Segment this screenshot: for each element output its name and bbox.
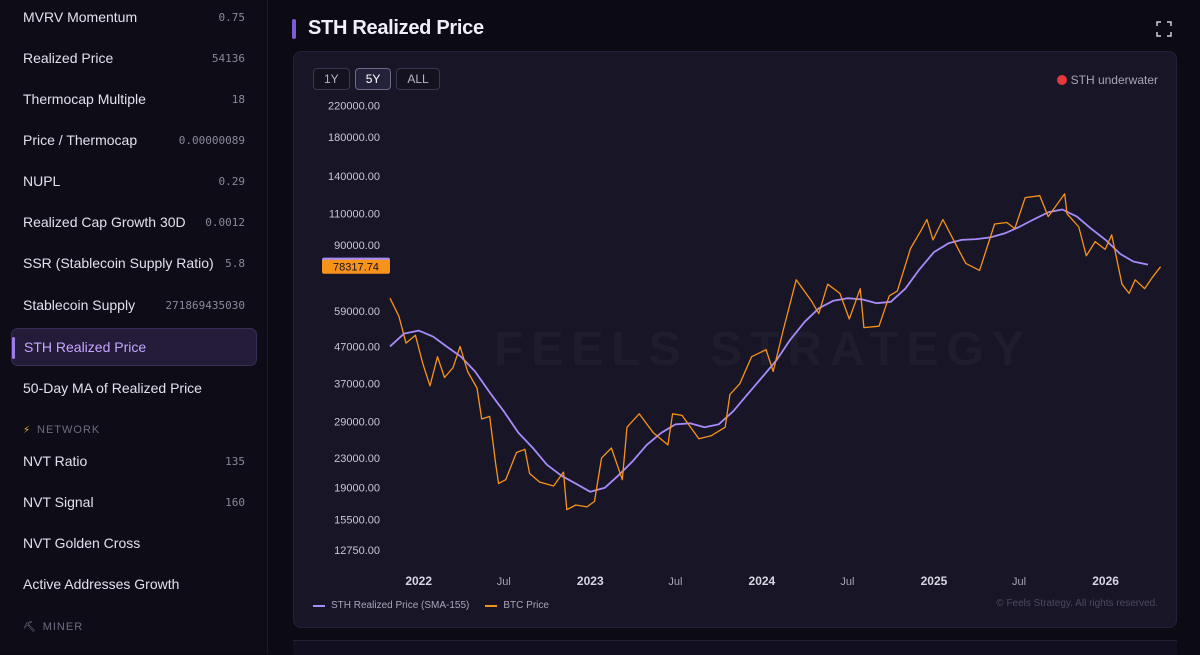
sidebar-item-nvt-golden-cross[interactable]: NVT Golden Cross xyxy=(11,524,257,562)
chart-card: FEELS STRATEGY 220000.00180000.00140000.… xyxy=(293,51,1177,628)
sidebar-item-price-thermocap[interactable]: Price / Thermocap 0.00000089 xyxy=(11,121,257,159)
copyright-text: © Feels Strategy. All rights reserved. xyxy=(996,598,1158,609)
y-tick-label: 47000.00 xyxy=(334,341,380,353)
status-badge: STH underwater xyxy=(1056,73,1158,87)
section-label: NETWORK xyxy=(37,424,101,436)
x-tick-label: Jul xyxy=(668,576,682,588)
sidebar-item-label: Stablecoin Supply xyxy=(23,297,136,313)
sidebar-item-value: 0.00000089 xyxy=(178,133,245,147)
x-tick-label: 2024 xyxy=(749,574,776,588)
last-value-tag xyxy=(322,259,390,274)
last-value-label: 78317.74 xyxy=(333,262,379,274)
expand-icon[interactable] xyxy=(1156,21,1172,37)
legend-swatch xyxy=(313,604,325,607)
sidebar-item-label: NUPL xyxy=(23,173,61,189)
x-tick-label: Jul xyxy=(1012,576,1026,588)
sidebar-item-value: 54136 xyxy=(211,51,245,65)
sidebar-item-label: Price / Thermocap xyxy=(23,132,138,148)
sidebar-item-label: Thermocap Multiple xyxy=(23,91,146,107)
sidebar-item-realized-cap-growth[interactable]: Realized Cap Growth 30D 0.0012 xyxy=(11,203,257,241)
y-tick-label: 90000.00 xyxy=(334,240,380,252)
sidebar-item-active-addresses-growth[interactable]: Active Addresses Growth xyxy=(11,565,257,603)
sidebar-item-label: Realized Price xyxy=(23,50,114,66)
section-miner: ⛏ MINER xyxy=(23,621,83,633)
x-tick-label: 2026 xyxy=(1092,574,1119,588)
sidebar-item-value: 0.29 xyxy=(218,174,246,188)
page-header: STH Realized Price xyxy=(292,17,1176,43)
x-tick-label: 2022 xyxy=(405,574,432,588)
chart-svg[interactable]: 220000.00 180000.00 140000.00 110000.00 9000… xyxy=(294,52,1178,629)
y-tick-label: 59000.00 xyxy=(334,306,380,318)
legend-label: STH Realized Price (SMA-155) xyxy=(331,600,470,611)
section-label: MINER xyxy=(42,621,84,633)
sidebar-item-value: 18 xyxy=(231,92,245,106)
sth-realized-price-line xyxy=(389,208,1149,493)
sidebar-item-50day-ma-realized-price[interactable]: 50-Day MA of Realized Price xyxy=(11,369,257,407)
y-tick-label: 19000.00 xyxy=(334,483,380,495)
y-tick-label: 140000.00 xyxy=(328,171,380,183)
y-tick-label: 37000.00 xyxy=(334,379,380,391)
sidebar-item-value: 160 xyxy=(225,495,245,509)
sidebar: MVRV Momentum 0.75 Realized Price 54136 … xyxy=(0,0,268,654)
sidebar-item-sth-realized-price[interactable]: STH Realized Price xyxy=(11,328,257,366)
sidebar-item-nvt-ratio[interactable]: NVT Ratio 135 xyxy=(11,442,257,480)
bottom-panel-edge xyxy=(293,640,1177,655)
chart-legend: STH Realized Price (SMA-155) BTC Price xyxy=(313,600,549,611)
range-tab-all[interactable]: ALL xyxy=(396,68,440,90)
sidebar-item-thermocap-multiple[interactable]: Thermocap Multiple 18 xyxy=(11,80,257,118)
sidebar-item-value: 271869435030 xyxy=(165,298,245,312)
y-tick-label: 12750.00 xyxy=(334,545,380,557)
y-tick-label: 220000.00 xyxy=(328,101,380,113)
x-tick-label: 2023 xyxy=(577,574,604,588)
sidebar-item-label: Realized Cap Growth 30D xyxy=(23,214,186,230)
page-title: STH Realized Price xyxy=(308,17,484,39)
sidebar-item-label: SSR (Stablecoin Supply Ratio) xyxy=(23,255,214,271)
legend-item-btc[interactable]: BTC Price xyxy=(485,600,549,611)
y-tick-label: 23000.00 xyxy=(334,453,380,465)
sidebar-item-label: 50-Day MA of Realized Price xyxy=(23,380,202,396)
section-network: ⚡ NETWORK xyxy=(23,424,100,436)
sidebar-item-value: 135 xyxy=(225,454,245,468)
x-tick-label: Jul xyxy=(497,576,511,588)
sidebar-item-mvrv-momentum[interactable]: MVRV Momentum 0.75 xyxy=(11,0,257,36)
btc-price-line xyxy=(389,193,1162,511)
sidebar-item-realized-price[interactable]: Realized Price 54136 xyxy=(11,39,257,77)
x-tick-label: 2025 xyxy=(921,574,948,588)
sidebar-item-stablecoin-supply[interactable]: Stablecoin Supply 271869435030 xyxy=(11,286,257,324)
pickaxe-icon: ⛏ xyxy=(23,621,37,633)
x-tick-label: Jul xyxy=(840,576,854,588)
sidebar-item-value: 0.75 xyxy=(218,10,246,24)
sidebar-item-label: Active Addresses Growth xyxy=(23,576,180,592)
legend-item-sth[interactable]: STH Realized Price (SMA-155) xyxy=(313,600,469,611)
y-tick-label: 110000.00 xyxy=(329,209,380,221)
legend-swatch xyxy=(485,604,498,607)
status-label: STH underwater xyxy=(1070,73,1158,87)
sidebar-item-nupl[interactable]: NUPL 0.29 xyxy=(11,162,257,200)
sidebar-item-nvt-signal[interactable]: NVT Signal 160 xyxy=(11,483,257,521)
sidebar-item-label: NVT Golden Cross xyxy=(23,535,141,551)
range-tab-1y[interactable]: 1Y xyxy=(313,68,350,90)
sidebar-item-label: MVRV Momentum xyxy=(23,9,138,25)
sidebar-item-value: 5.8 xyxy=(225,256,245,270)
sidebar-item-label: NVT Signal xyxy=(23,494,94,510)
sidebar-item-label: STH Realized Price xyxy=(24,339,147,355)
y-tick-label: 15500.00 xyxy=(334,514,380,526)
title-accent-bar xyxy=(292,19,296,39)
sidebar-item-value: 0.0012 xyxy=(205,215,245,229)
lightning-icon: ⚡ xyxy=(23,424,32,436)
status-dot-icon xyxy=(1056,75,1067,85)
y-tick-label: 180000.00 xyxy=(328,132,380,144)
legend-label: BTC Price xyxy=(503,600,549,611)
range-tab-5y[interactable]: 5Y xyxy=(354,68,392,90)
sidebar-item-label: NVT Ratio xyxy=(23,453,88,469)
sidebar-item-ssr[interactable]: SSR (Stablecoin Supply Ratio) 5.8 xyxy=(11,244,257,282)
range-tabs: 1Y 5Y ALL xyxy=(313,68,440,90)
y-tick-label: 29000.00 xyxy=(334,417,380,429)
